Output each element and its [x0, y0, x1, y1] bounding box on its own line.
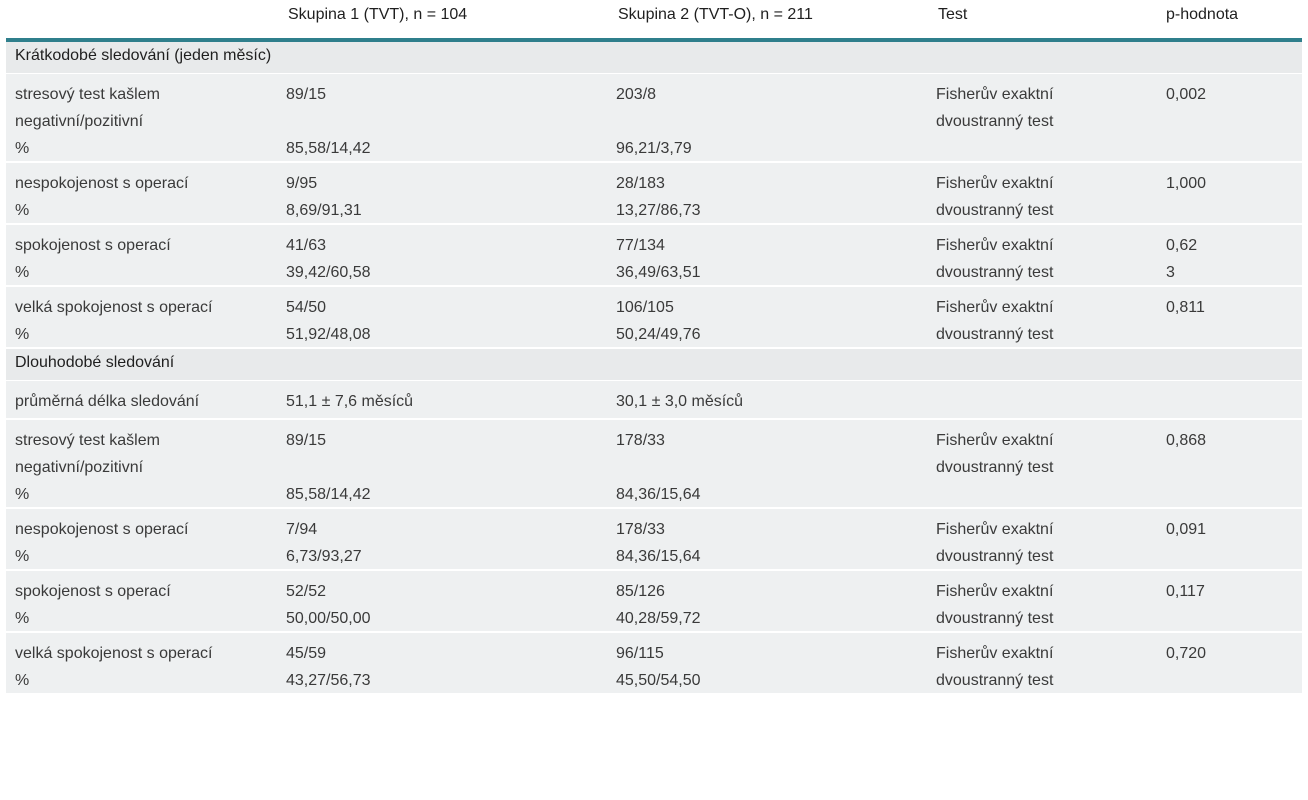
table-cell-c1: spokojenost s operací % — [15, 237, 171, 281]
table-cell-c5: 0,117 — [1166, 583, 1205, 600]
table-cell-c2: 41/63 39,42/60,58 — [286, 237, 371, 281]
table-cell-c4: Fisherův exaktní dvoustranný test — [936, 237, 1054, 281]
table-cell-c4: Fisherův exaktní dvoustranný test — [936, 299, 1054, 343]
table-cell-c2: 89/15 85,58/14,42 — [286, 432, 371, 503]
results-table: Skupina 1 (TVT), n = 104 Skupina 2 (TVT-… — [6, 0, 1302, 695]
table-cell-c4: Fisherův exaktní dvoustranný test — [936, 521, 1054, 565]
section-title: Krátkodobé sledování (jeden měsíc) — [15, 47, 272, 64]
table-cell-c1: nespokojenost s operací % — [15, 521, 189, 565]
table-cell-c3: 30,1 ± 3,0 měsíců — [616, 393, 744, 410]
section-header: Krátkodobé sledování (jeden měsíc) — [6, 42, 1302, 74]
table-cell-c3: 106/105 50,24/49,76 — [616, 299, 701, 343]
table-row: velká spokojenost s operací % 54/50 51,92… — [6, 287, 1302, 349]
table-cell-c5: 0,62 3 — [1166, 237, 1198, 281]
table-cell-c5: 0,091 — [1166, 521, 1207, 538]
table-cell-c4: Fisherův exaktní dvoustranný test — [936, 645, 1054, 689]
table-cell-c5: 0,811 — [1166, 299, 1205, 316]
table-cell-c5: 0,720 — [1166, 645, 1207, 662]
table-cell-c3: 203/8 96,21/3,79 — [616, 86, 692, 157]
table-row: velká spokojenost s operací % 45/59 43,27… — [6, 633, 1302, 695]
section-title: Dlouhodobé sledování — [15, 354, 175, 371]
table-row: nespokojenost s operací % 7/94 6,73/93,27… — [6, 509, 1302, 571]
table-cell-c3: 178/33 84,36/15,64 — [616, 521, 701, 565]
table-cell-c2: 51,1 ± 7,6 měsíců — [286, 393, 414, 410]
table-cell-c1: spokojenost s operací % — [15, 583, 171, 627]
table-cell-c1: stresový test kašlem negativní/pozitivní… — [15, 86, 160, 157]
header-group-2: Skupina 2 (TVT-O), n = 211 — [618, 6, 813, 23]
table-body: Krátkodobé sledování (jeden měsíc) streso… — [6, 42, 1302, 695]
table-cell-c5: 0,002 — [1166, 86, 1207, 103]
table-cell-c1: velká spokojenost s operací % — [15, 645, 213, 689]
table-row: stresový test kašlem negativní/pozitivní… — [6, 74, 1302, 163]
table-cell-c3: 77/134 36,49/63,51 — [616, 237, 701, 281]
table-cell-c3: 85/126 40,28/59,72 — [616, 583, 701, 627]
table-cell-c4: Fisherův exaktní dvoustranný test — [936, 175, 1054, 219]
table-cell-c3: 178/33 84,36/15,64 — [616, 432, 701, 503]
table-cell-c1: nespokojenost s operací % — [15, 175, 189, 219]
header-test: Test — [938, 6, 968, 23]
header-group-1: Skupina 1 (TVT), n = 104 — [288, 6, 468, 23]
table-cell-c2: 7/94 6,73/93,27 — [286, 521, 362, 565]
table-cell-c1: průměrná délka sledování — [15, 393, 200, 410]
table-row: stresový test kašlem negativní/pozitivní… — [6, 420, 1302, 509]
table-cell-c4: Fisherův exaktní dvoustranný test — [936, 86, 1054, 130]
table-cell-c1: velká spokojenost s operací % — [15, 299, 213, 343]
table-cell-c2: 9/95 8,69/91,31 — [286, 175, 362, 219]
table-cell-c3: 96/115 45,50/54,50 — [616, 645, 701, 689]
table-cell-c1: stresový test kašlem negativní/pozitivní… — [15, 432, 160, 503]
table-cell-c4: Fisherův exaktní dvoustranný test — [936, 432, 1054, 476]
section-header: Dlouhodobé sledování — [6, 349, 1302, 381]
table-cell-c2: 45/59 43,27/56,73 — [286, 645, 371, 689]
table-row: spokojenost s operací % 52/52 50,00/50,00… — [6, 571, 1302, 633]
header-p-value: p-hodnota — [1166, 6, 1239, 23]
table-cell-c2: 89/15 85,58/14,42 — [286, 86, 371, 157]
table-cell-c4: Fisherův exaktní dvoustranný test — [936, 583, 1054, 627]
table-row: spokojenost s operací % 41/63 39,42/60,58… — [6, 225, 1302, 287]
table-cell-c2: 54/50 51,92/48,08 — [286, 299, 371, 343]
table-cell-c3: 28/183 13,27/86,73 — [616, 175, 701, 219]
table-row: nespokojenost s operací % 9/95 8,69/91,31… — [6, 163, 1302, 225]
table-row: průměrná délka sledování 51,1 ± 7,6 měsíc… — [6, 381, 1302, 420]
table-cell-c5: 0,868 — [1166, 432, 1207, 449]
table-header: Skupina 1 (TVT), n = 104 Skupina 2 (TVT-… — [6, 0, 1302, 42]
table-cell-c2: 52/52 50,00/50,00 — [286, 583, 371, 627]
table-cell-c5: 1,000 — [1166, 175, 1207, 192]
